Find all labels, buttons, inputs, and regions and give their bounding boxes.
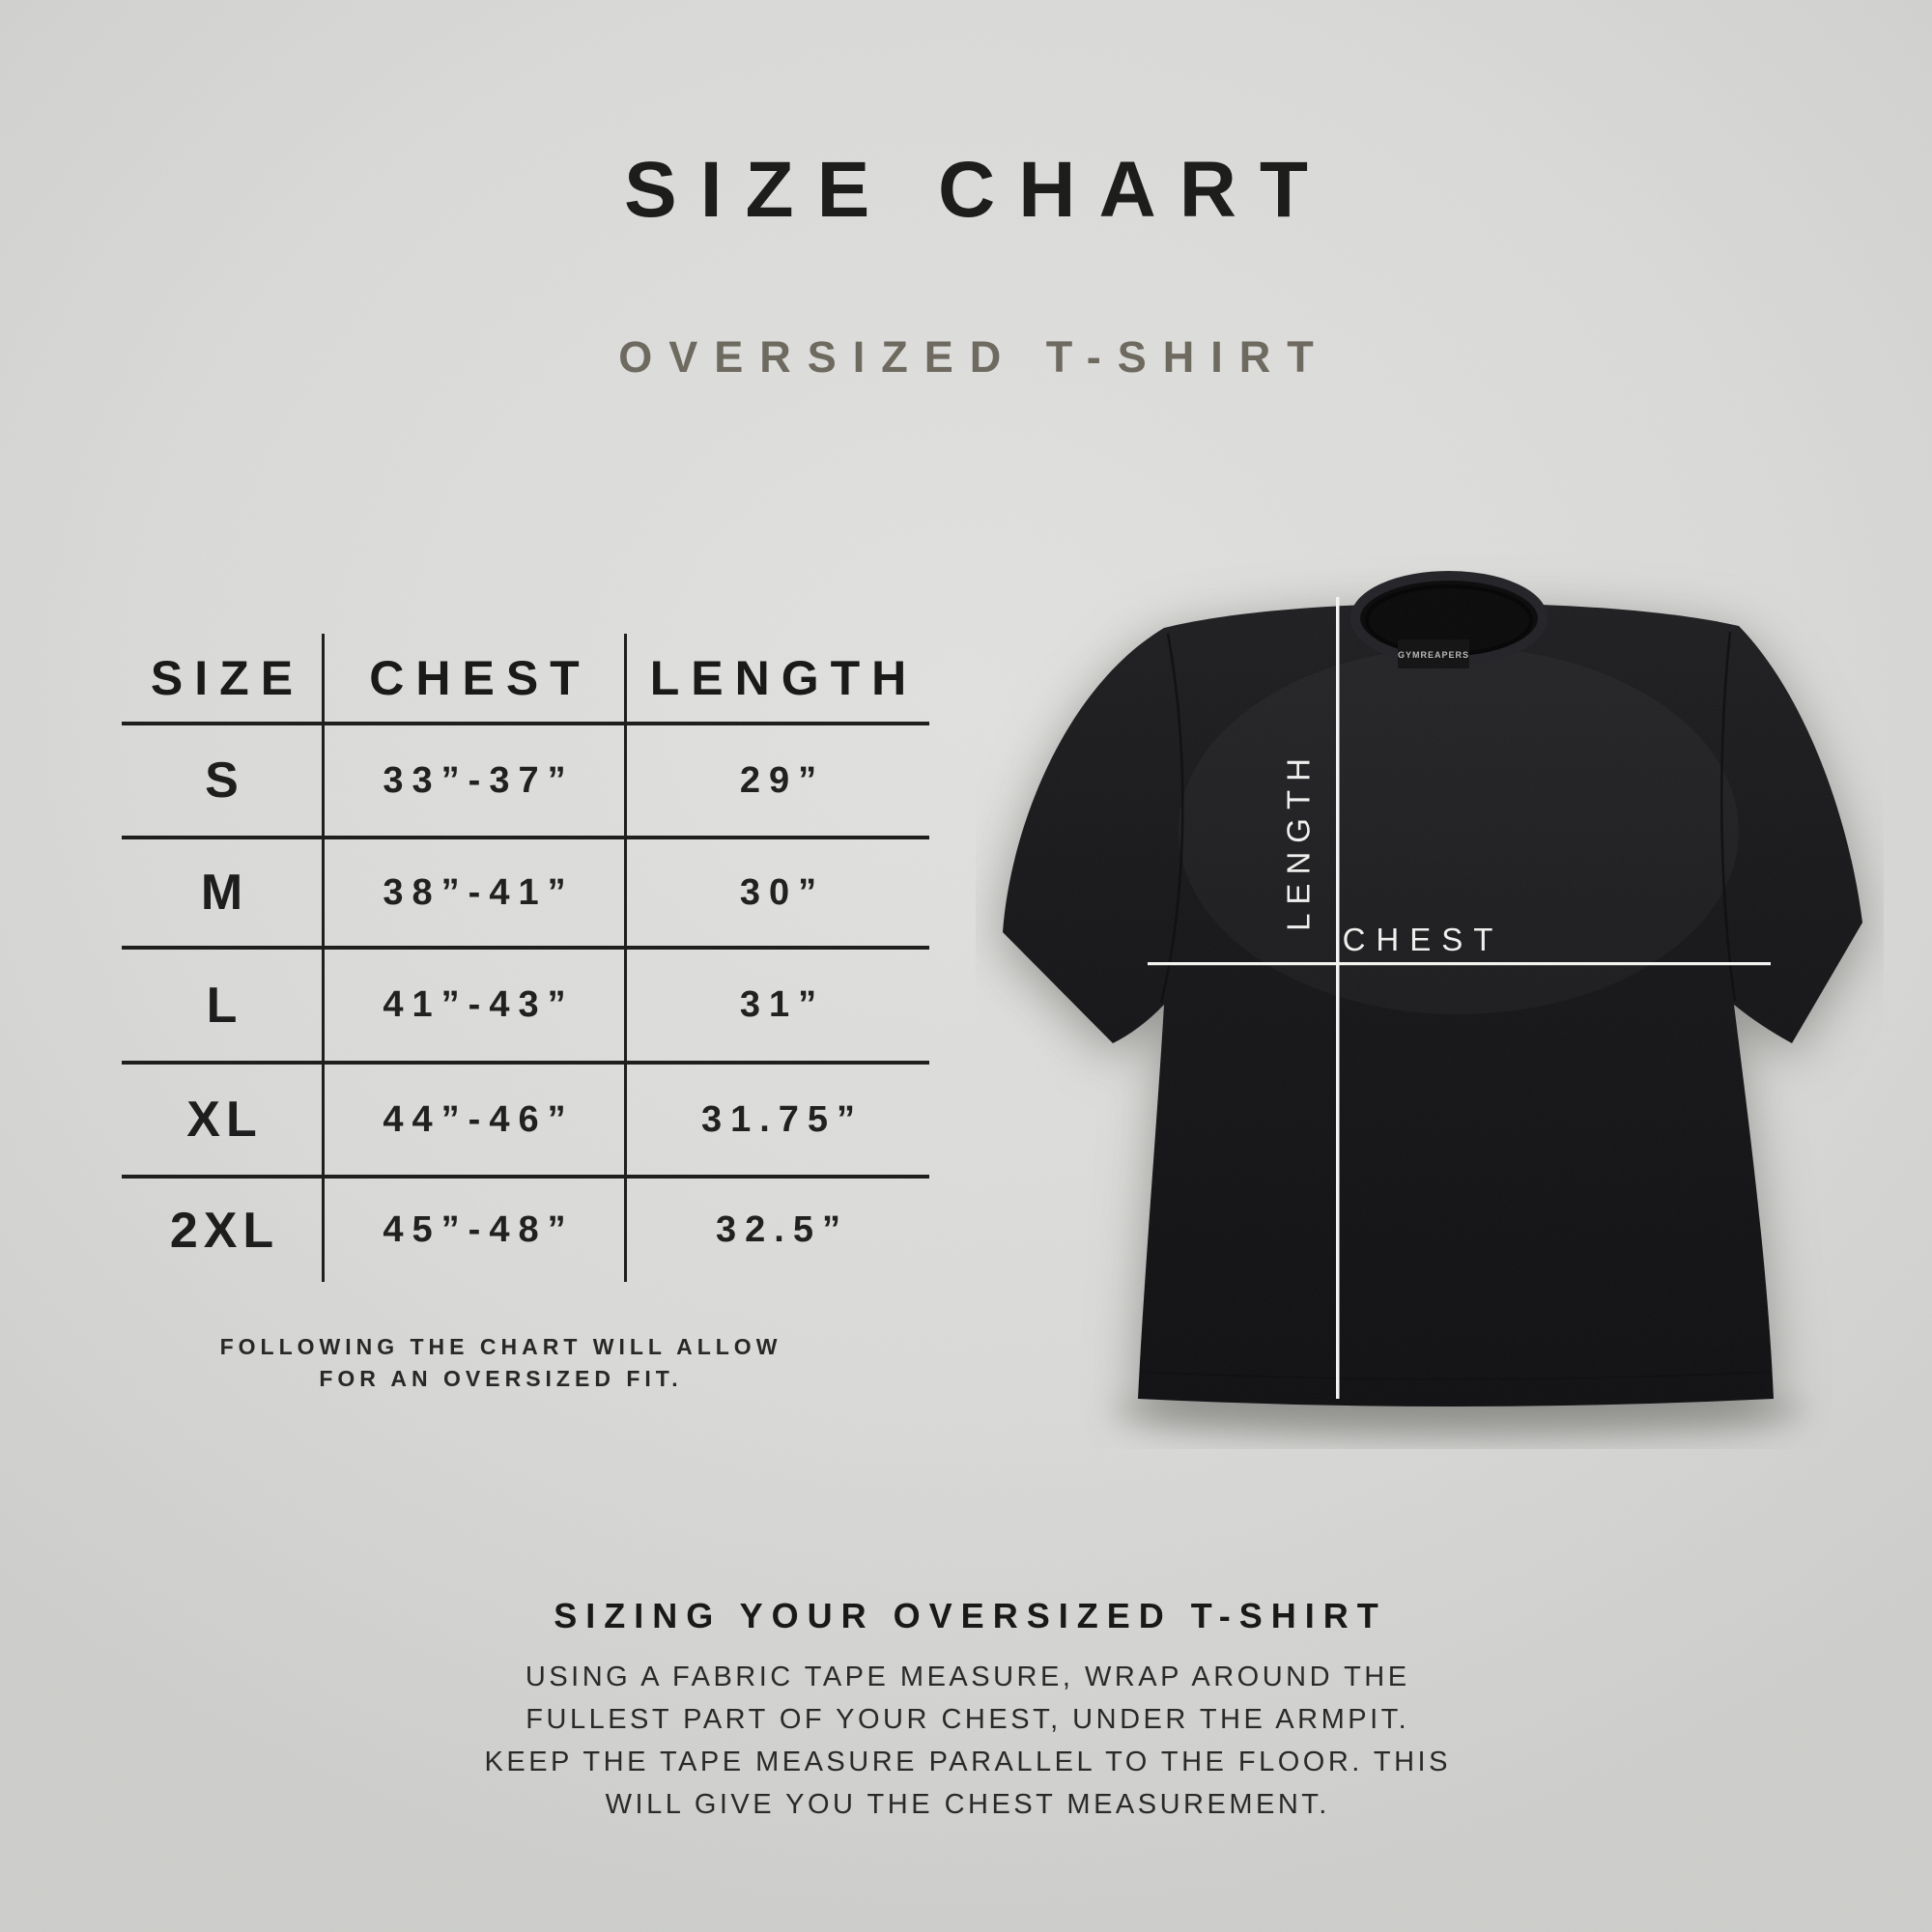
table-row-size: L (122, 950, 325, 1065)
chest-label: CHEST (1343, 922, 1504, 957)
table-row-chest: 41”-43” (325, 950, 627, 1065)
table-row-length: 32.5” (716, 1209, 849, 1250)
table-row-chest: 44”-46” (325, 1065, 627, 1179)
size-table-note: FOLLOWING THE CHART WILL ALLOW FOR AN OV… (122, 1331, 875, 1395)
instructions-body: USING A FABRIC TAPE MEASURE, WRAP AROUND… (0, 1656, 1932, 1826)
table-row-size: 2XL (122, 1179, 325, 1282)
fabric-highlight (1179, 647, 1739, 1014)
table-row-length: 31” (627, 950, 929, 1065)
note-line-2: FOR AN OVERSIZED FIT. (319, 1366, 683, 1391)
column-header-chest: CHEST (325, 634, 627, 725)
instructions-line-2: FULLEST PART OF YOUR CHEST, UNDER THE AR… (526, 1704, 1410, 1735)
instructions-line-1: USING A FABRIC TAPE MEASURE, WRAP AROUND… (525, 1662, 1410, 1692)
length-measure-line (1336, 597, 1340, 1399)
instructions-line-4: WILL GIVE YOU THE CHEST MEASUREMENT. (605, 1789, 1330, 1820)
tshirt-diagram: GYMREAPERS LENGTH CHEST (1003, 571, 1862, 1437)
column-header-size: SIZE (122, 634, 325, 725)
table-row-length: 31.75” (627, 1065, 929, 1179)
table-row-chest: 38”-41” (325, 839, 627, 950)
table-row-size: XL (122, 1065, 325, 1179)
length-label: LENGTH (1281, 750, 1317, 931)
table-row-length: 29” (627, 725, 929, 839)
size-table: SIZE CHEST LENGTH S 33”-37” 29” M 38”-41… (122, 634, 929, 1282)
table-row-size: M (122, 839, 325, 950)
table-row-chest: 45”-48” (325, 1179, 627, 1282)
table-row-size: S (122, 725, 325, 839)
page-title: SIZE CHART (624, 146, 1331, 234)
instructions-line-3: KEEP THE TAPE MEASURE PARALLEL TO THE FL… (484, 1747, 1451, 1777)
table-row-chest: 33”-37” (325, 725, 627, 839)
chest-measure-line (1148, 962, 1771, 966)
instructions-heading: SIZING YOUR OVERSIZED T-SHIRT (554, 1596, 1387, 1635)
page-subtitle: OVERSIZED T-SHIRT (618, 332, 1330, 382)
column-header-length: LENGTH (627, 634, 929, 725)
note-line-1: FOLLOWING THE CHART WILL ALLOW (219, 1334, 782, 1359)
table-row-length: 30” (627, 839, 929, 950)
collar-brand-text: GYMREAPERS (1398, 650, 1469, 660)
